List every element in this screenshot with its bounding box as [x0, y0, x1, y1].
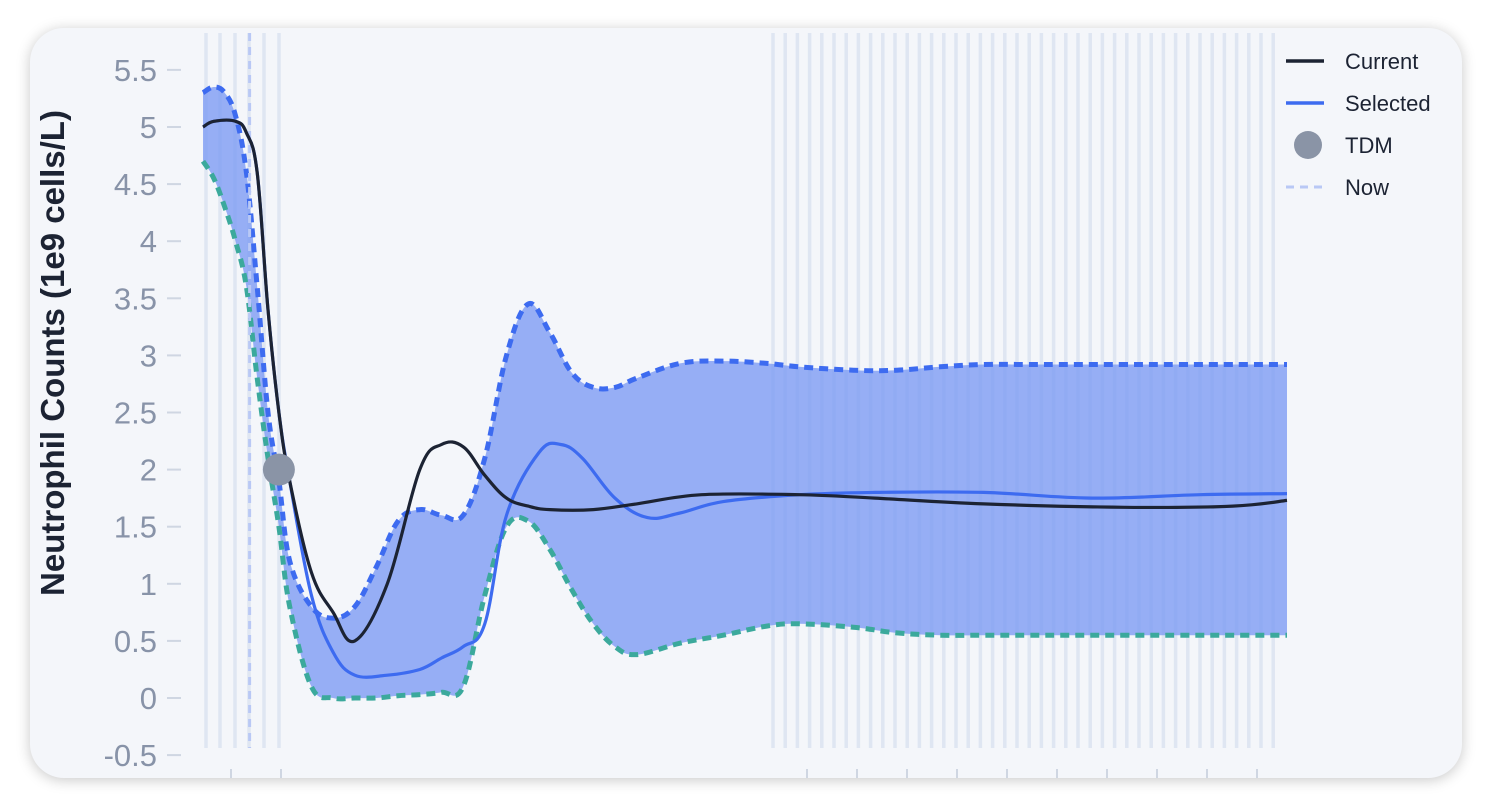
x-axis-ticks: [230, 769, 1258, 778]
confidence-band: [200, 84, 1287, 702]
y-axis-title: Neutrophil Counts (1e9 cells/L): [34, 110, 71, 596]
series-lines: [202, 118, 1288, 679]
legend-label: Selected: [1345, 91, 1431, 116]
band-lower-bound: [200, 159, 1287, 702]
y-tick-label: 0.5: [114, 624, 157, 659]
legend-item-selected: Selected: [1286, 91, 1431, 116]
y-tick-label: -0.5: [104, 738, 157, 773]
legend-item-tdm: TDM: [1294, 131, 1393, 159]
legend: Current Selected TDM Now: [1286, 49, 1431, 200]
legend-label: Current: [1345, 49, 1418, 74]
tdm-point: [262, 453, 295, 486]
tdm-points: [262, 453, 295, 486]
y-tick-label: 1: [140, 567, 157, 602]
legend-label: TDM: [1345, 133, 1393, 158]
band-upper-bound: [201, 84, 1287, 621]
y-tick-label: 5: [140, 110, 157, 145]
y-axis-ticks: -0.5 0 0.5 1 1.5 2 2.5 3 3.5 4 4.5 5 5.5: [104, 53, 181, 773]
y-tick-label: 0: [140, 681, 157, 716]
neutrophil-chart: -0.5 0 0.5 1 1.5 2 2.5 3 3.5 4 4.5 5 5.5 Neutrophil …: [34, 33, 1431, 778]
band-area: [203, 87, 1287, 699]
legend-item-current: Current: [1286, 49, 1418, 74]
legend-label: Now: [1345, 175, 1389, 200]
y-tick-label: 1.5: [114, 510, 157, 545]
chart-card: -0.5 0 0.5 1 1.5 2 2.5 3 3.5 4 4.5 5 5.5 Neutrophil …: [30, 28, 1462, 778]
y-tick-label: 4: [140, 224, 157, 259]
legend-swatch-marker: [1294, 131, 1322, 159]
series-line-current: [202, 118, 1288, 644]
y-tick-label: 3: [140, 338, 157, 373]
y-tick-label: 5.5: [114, 53, 157, 88]
y-tick-label: 3.5: [114, 281, 157, 316]
y-tick-label: 2.5: [114, 396, 157, 431]
legend-item-now: Now: [1286, 175, 1389, 200]
y-tick-label: 4.5: [114, 167, 157, 202]
y-tick-label: 2: [140, 453, 157, 488]
